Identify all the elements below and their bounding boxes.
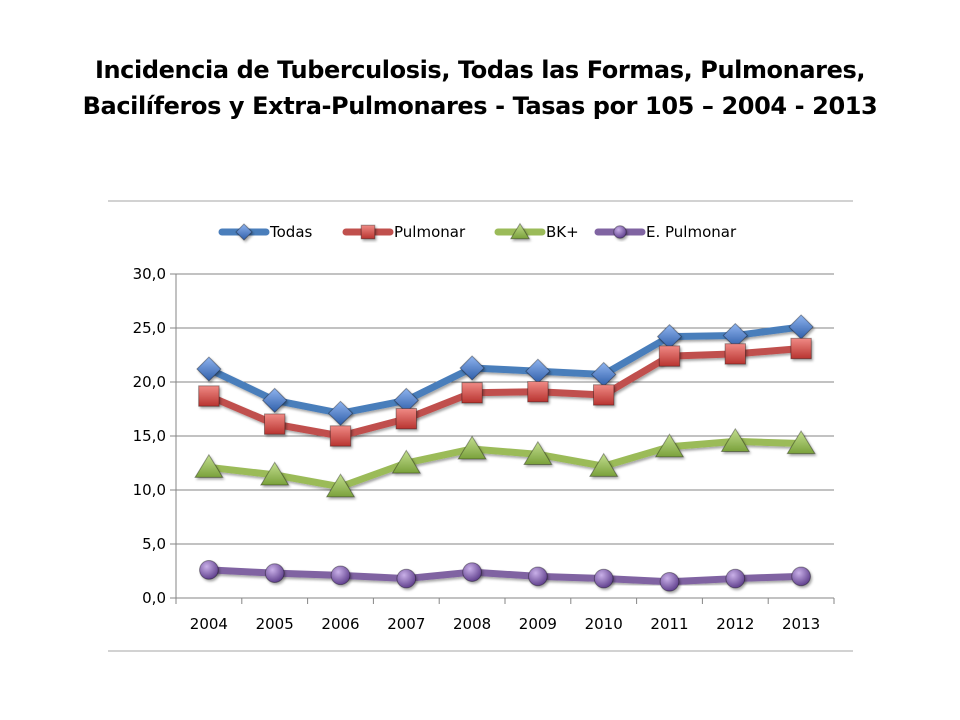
data-point xyxy=(527,381,549,403)
legend-label: Pulmonar xyxy=(394,223,466,241)
legend-marker xyxy=(613,225,627,239)
legend-marker xyxy=(235,223,253,241)
x-tick-label: 2010 xyxy=(585,615,623,633)
legend: Todas Pulmonar BK+ E. Pulmonar xyxy=(218,222,737,241)
data-point xyxy=(457,435,487,460)
legend-label: Todas xyxy=(269,223,313,241)
data-point xyxy=(327,400,354,427)
data-point xyxy=(658,345,681,367)
data-point xyxy=(790,337,812,360)
data-point xyxy=(659,571,680,592)
legend-marker xyxy=(360,224,376,240)
y-tick-label: 15,0 xyxy=(133,427,166,445)
chart-title-line-1: Incidencia de Tuberculosis, Todas las Fo… xyxy=(94,56,866,84)
data-point xyxy=(459,355,485,381)
x-tick-label: 2004 xyxy=(190,615,228,633)
series-todas xyxy=(196,314,814,427)
series-line xyxy=(205,437,805,491)
data-point xyxy=(264,563,285,584)
series-bk- xyxy=(194,427,816,498)
x-tick-label: 2006 xyxy=(321,615,359,633)
legend-label: E. Pulmonar xyxy=(646,223,737,241)
data-point xyxy=(198,385,220,407)
series-line xyxy=(205,566,805,586)
data-point xyxy=(593,568,614,589)
data-point xyxy=(523,440,553,465)
data-point xyxy=(261,387,288,414)
data-point xyxy=(588,452,619,477)
series-pulmonar xyxy=(198,337,812,447)
gridlines xyxy=(176,273,834,545)
data-point xyxy=(725,568,746,589)
axes: 0,0 5,0 10,0 15,0 20,0 25,0 30,0 2004 2005 2006 20… xyxy=(133,265,835,633)
data-point xyxy=(525,358,551,384)
data-point xyxy=(199,560,219,580)
chart-title-line-2: Bacilíferos y Extra-Pulmonares - Tasas p… xyxy=(82,92,878,120)
x-tick-label: 2012 xyxy=(716,615,754,633)
y-tick-label: 5,0 xyxy=(142,535,166,553)
legend-item: E. Pulmonar xyxy=(594,223,737,241)
x-tick-label: 2005 xyxy=(256,615,294,633)
series-line xyxy=(205,323,805,417)
x-tick-label: 2013 xyxy=(782,615,820,633)
data-point xyxy=(395,408,418,430)
legend-marker xyxy=(509,222,531,240)
data-point xyxy=(528,566,548,587)
data-point xyxy=(786,430,816,455)
chart-title: Incidencia de Tuberculosis, Todas las Fo… xyxy=(40,52,920,124)
y-tick-label: 0,0 xyxy=(142,589,166,607)
data-point xyxy=(325,473,356,498)
series-e-pulmonar xyxy=(199,560,811,592)
data-point xyxy=(462,562,482,582)
data-point xyxy=(788,314,814,340)
legend-item: BK+ xyxy=(494,222,579,241)
x-tick-label: 2011 xyxy=(650,615,688,633)
y-tick-label: 25,0 xyxy=(133,319,166,337)
data-point xyxy=(724,343,746,365)
x-tick-label: 2007 xyxy=(387,615,425,633)
data-point xyxy=(593,384,615,406)
data-point xyxy=(654,433,685,458)
y-tick-label: 10,0 xyxy=(133,481,166,499)
x-tick-label: 2009 xyxy=(519,615,557,633)
x-tick-label: 2008 xyxy=(453,615,491,633)
data-point xyxy=(391,449,422,474)
data-point xyxy=(329,425,352,447)
data-point xyxy=(461,382,483,404)
data-point xyxy=(330,565,351,586)
series-lines xyxy=(194,314,816,592)
data-point xyxy=(791,566,811,587)
data-point xyxy=(264,413,286,435)
series-line xyxy=(205,345,805,440)
y-tick-label: 20,0 xyxy=(133,373,166,391)
y-tick-label: 30,0 xyxy=(133,265,166,283)
legend-item: Todas xyxy=(218,223,313,241)
data-point xyxy=(396,568,417,589)
data-point xyxy=(259,461,290,486)
data-point xyxy=(196,356,222,382)
legend-label: BK+ xyxy=(546,223,579,241)
data-point xyxy=(194,453,224,478)
legend-item: Pulmonar xyxy=(342,223,466,241)
data-point xyxy=(720,427,751,452)
